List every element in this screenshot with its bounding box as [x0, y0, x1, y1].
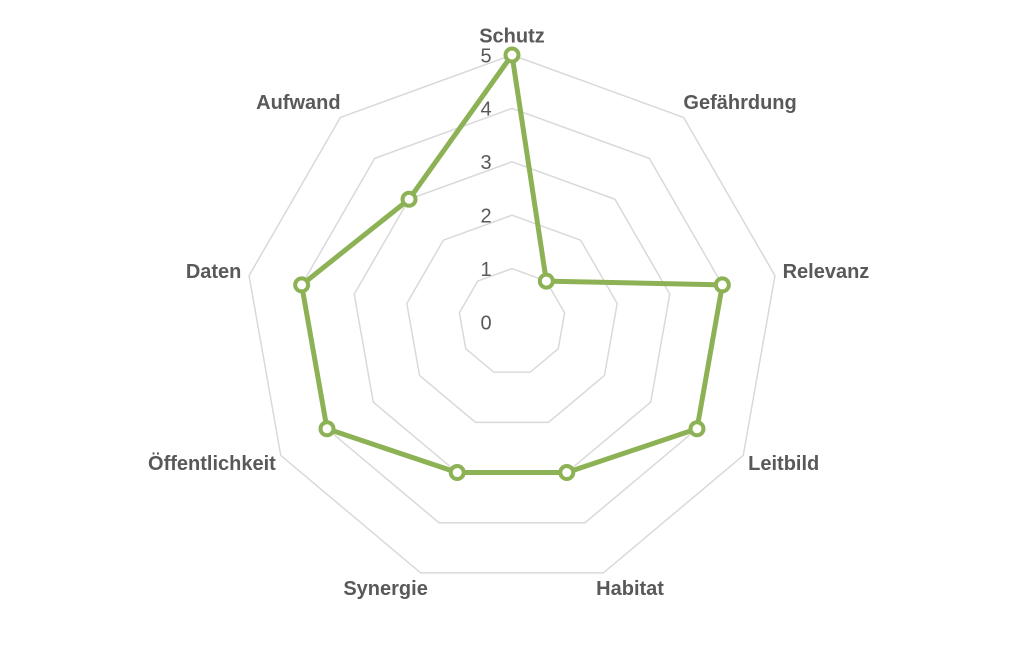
data-point [503, 46, 521, 64]
grid-line [300, 107, 724, 524]
category-label: Relevanz [783, 261, 870, 283]
y-tick-label: 4 [480, 99, 491, 121]
y-tick-label: 5 [480, 45, 491, 67]
category-label: Gefährdung [683, 92, 796, 114]
y-tick-label: 1 [480, 259, 491, 281]
grid-line [248, 54, 776, 574]
data-point [713, 276, 731, 294]
grid-line [458, 267, 566, 373]
data-point [400, 190, 418, 208]
data-point [448, 464, 466, 482]
category-label: Habitat [596, 578, 664, 600]
category-label: Öffentlichkeit [148, 452, 276, 475]
grid-line [406, 214, 618, 424]
y-tick-label: 3 [480, 152, 491, 174]
y-tick-label: 2 [480, 205, 491, 227]
data-point [293, 276, 311, 294]
category-label: Schutz [479, 25, 545, 47]
series-line [299, 52, 725, 476]
data-point [318, 420, 336, 438]
data-point [558, 464, 576, 482]
data-point [688, 420, 706, 438]
category-label: Aufwand [256, 92, 340, 114]
data-point [537, 272, 555, 290]
category-label: Daten [186, 261, 242, 283]
category-label: Synergie [343, 578, 427, 600]
y-tick-label: 0 [480, 312, 491, 334]
category-label: Leitbild [748, 453, 819, 475]
